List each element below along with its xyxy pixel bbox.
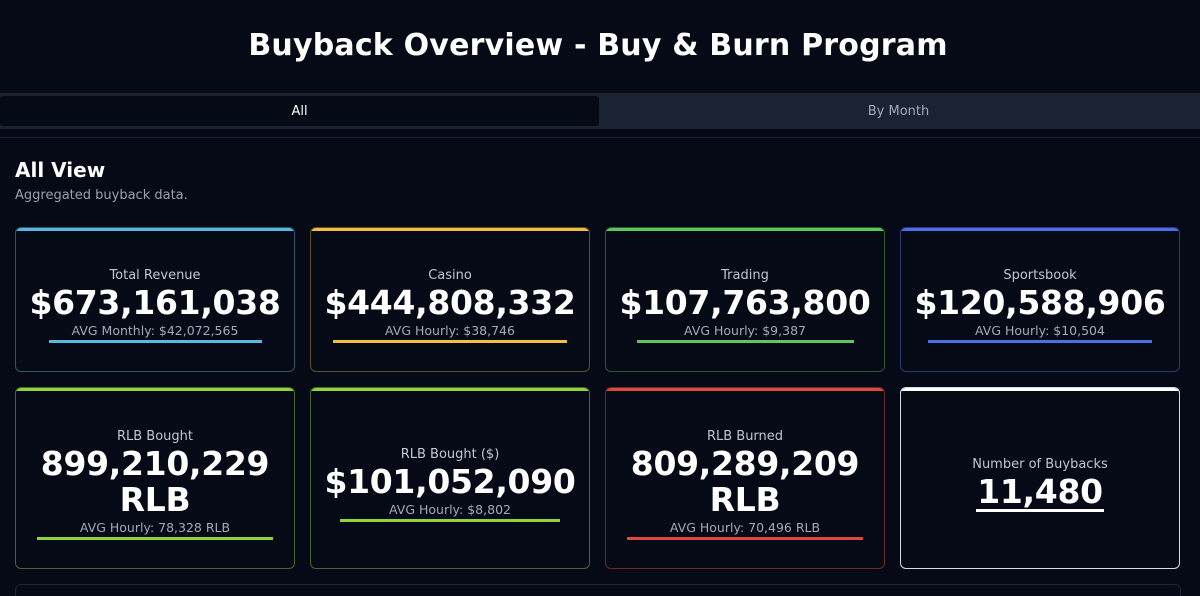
card-avg: AVG Hourly: $10,504 xyxy=(975,323,1105,338)
section-title: All View xyxy=(15,158,106,182)
card-label: Number of Buybacks xyxy=(972,457,1108,472)
card-value: $107,763,800 xyxy=(619,283,871,322)
card-label: Trading xyxy=(721,268,769,283)
card-label: RLB Bought ($) xyxy=(400,447,500,462)
card-trading: Trading $107,763,800 AVG Hourly: $9,387 xyxy=(605,227,885,372)
card-underline xyxy=(976,509,1104,512)
card-label: Casino xyxy=(428,268,472,283)
card-value-number: 899,210,229 xyxy=(40,444,270,483)
page-title: Buyback Overview - Buy & Burn Program xyxy=(248,28,948,63)
card-avg: AVG Hourly: $8,802 xyxy=(389,502,511,517)
card-rlb-bought: RLB Bought 899,210,229 RLB AVG Hourly: 7… xyxy=(15,387,295,569)
card-rlb-burned: RLB Burned 809,289,209 RLB AVG Hourly: 7… xyxy=(605,387,885,569)
card-value: 11,480 xyxy=(977,472,1103,511)
card-rlb-bought-usd: RLB Bought ($) $101,052,090 AVG Hourly: … xyxy=(310,387,590,569)
card-underline xyxy=(48,340,262,343)
card-number-of-buybacks: Number of Buybacks 11,480 xyxy=(900,387,1180,569)
card-value-unit: RLB xyxy=(119,480,191,519)
card-label: RLB Burned xyxy=(706,429,784,444)
card-underline xyxy=(340,519,560,522)
tab-all[interactable]: All xyxy=(0,96,599,126)
tab-by-month[interactable]: By Month xyxy=(867,103,930,119)
card-accent xyxy=(311,388,589,391)
divider xyxy=(0,137,1200,138)
card-avg: AVG Monthly: $42,072,565 xyxy=(71,323,239,338)
card-avg: AVG Hourly: 78,328 RLB xyxy=(79,520,231,535)
card-value-unit: RLB xyxy=(709,480,781,519)
card-accent xyxy=(901,388,1179,391)
card-value: $673,161,038 xyxy=(29,283,281,322)
view-tabs: All By Month xyxy=(0,93,1200,129)
card-casino: Casino $444,808,332 AVG Hourly: $38,746 xyxy=(310,227,590,372)
card-value: $120,588,906 xyxy=(914,283,1166,322)
card-accent xyxy=(606,228,884,231)
card-label: RLB Bought xyxy=(116,429,194,444)
card-accent xyxy=(16,228,294,231)
card-label: Total Revenue xyxy=(109,268,201,283)
card-underline xyxy=(627,537,863,540)
bottom-panel xyxy=(15,584,1181,596)
card-total-revenue: Total Revenue $673,161,038 AVG Monthly: … xyxy=(15,227,295,372)
card-avg: AVG Hourly: 70,496 RLB xyxy=(669,520,821,535)
card-avg: AVG Hourly: $9,387 xyxy=(684,323,806,338)
card-sportsbook: Sportsbook $120,588,906 AVG Hourly: $10,… xyxy=(900,227,1180,372)
card-label: Sportsbook xyxy=(1003,268,1077,283)
card-accent xyxy=(311,228,589,231)
card-value: $101,052,090 xyxy=(324,462,576,501)
card-underline xyxy=(636,340,854,343)
card-accent xyxy=(606,388,884,391)
card-value: $444,808,332 xyxy=(324,283,576,322)
section-description: Aggregated buyback data. xyxy=(15,188,188,203)
card-accent xyxy=(16,388,294,391)
card-underline xyxy=(928,340,1152,343)
card-avg: AVG Hourly: $38,746 xyxy=(385,323,515,338)
card-value-number: 809,289,209 xyxy=(630,444,860,483)
card-underline xyxy=(333,340,567,343)
card-underline xyxy=(37,537,273,540)
card-accent xyxy=(901,228,1179,231)
